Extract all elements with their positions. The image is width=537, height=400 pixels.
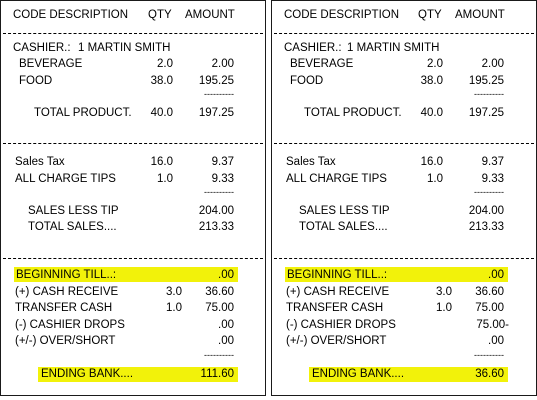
item-label: FOOD [290,75,324,87]
beginning-till-amount: .00 [488,269,504,281]
sales-tax-label: Sales Tax [286,156,336,168]
sales-tax-label: Sales Tax [15,156,65,168]
cashier-label: CASHIER.: [13,42,71,54]
cashier-drops-label: (-) CASHIER DROPS [286,319,396,331]
sales-tax-amount: 9.37 [481,156,504,168]
charge-tips-qty: 1.0 [427,173,443,185]
ending-bank-amount: 111.60 [200,368,234,380]
sales-less-tip-label: SALES LESS TIP [28,205,119,217]
charge-tips-amount: 9.33 [211,173,234,185]
subtotal-underline: ---------- [204,89,234,99]
item-qty: 38.0 [420,75,443,87]
item-qty: 38.0 [150,75,173,87]
section-divider [274,143,534,145]
total-product-label: TOTAL PRODUCT. [304,107,402,119]
total-sales-label: TOTAL SALES.... [299,221,388,233]
cash-receive-label: (+) CASH RECEIVE [15,286,119,298]
transfer-cash-amount: 75.00 [475,302,504,314]
header-code-description: CODE DESCRIPTION [13,9,129,21]
over-short-amount: .00 [218,335,234,347]
transfer-cash-qty: 1.0 [436,302,452,314]
tips-underline: ---------- [474,187,504,197]
total-product-amount: 197.25 [468,107,504,119]
item-amount: 195.25 [198,75,234,87]
ending-bank-amount: 36.60 [475,368,504,380]
header-qty: QTY [148,9,172,21]
sales-less-tip-label: SALES LESS TIP [299,205,390,217]
bank-underline: ---------- [474,350,504,360]
section-divider [3,258,263,260]
ending-bank-label: ENDING BANK.... [41,368,134,380]
transfer-cash-label: TRANSFER CASH [15,302,113,314]
beginning-till-highlight [285,267,508,282]
total-sales-amount: 213.33 [198,221,234,233]
cash-receive-qty: 3.0 [436,286,452,298]
sales-tax-amount: 9.37 [211,156,234,168]
beginning-till-highlight [14,267,238,282]
beginning-till-amount: .00 [218,269,234,281]
receipt-panel-right: CODE DESCRIPTION QTY AMOUNT CASHIER.: 1 … [271,0,537,396]
over-short-label: (+/-) OVER/SHORT [15,335,116,347]
total-sales-label: TOTAL SALES.... [28,221,117,233]
total-product-amount: 197.25 [198,107,234,119]
sales-less-tip-amount: 204.00 [468,205,504,217]
cashier-drops-amount: .00 [218,319,234,331]
charge-tips-label: ALL CHARGE TIPS [286,173,387,185]
header-divider [274,33,534,35]
over-short-label: (+/-) OVER/SHORT [286,335,387,347]
cashier-name: 1 MARTIN SMITH [78,42,171,54]
ending-bank-highlight [309,367,508,382]
item-label: BEVERAGE [19,58,83,70]
receipt-panel-left: CODE DESCRIPTION QTY AMOUNT CASHIER.: 1 … [0,0,266,396]
cashier-name: 1 MARTIN SMITH [347,42,440,54]
subtotal-underline: ---------- [474,89,504,99]
cashier-label: CASHIER.: [284,42,342,54]
item-qty: 2.0 [157,58,173,70]
section-divider [3,143,263,145]
item-qty: 2.0 [427,58,443,70]
charge-tips-amount: 9.33 [481,173,504,185]
item-amount: 2.00 [481,58,504,70]
ending-bank-highlight [38,367,238,382]
cash-receive-label: (+) CASH RECEIVE [286,286,390,298]
item-label: BEVERAGE [290,58,354,70]
item-amount: 2.00 [211,58,234,70]
cashier-drops-amount: 75.00- [476,319,509,331]
beginning-till-label: BEGINNING TILL..: [287,269,388,281]
charge-tips-qty: 1.0 [157,173,173,185]
total-sales-amount: 213.33 [468,221,504,233]
cash-receive-qty: 3.0 [166,286,182,298]
sales-tax-qty: 16.0 [420,156,443,168]
sales-less-tip-amount: 204.00 [198,205,234,217]
bank-underline: ---------- [204,350,234,360]
cash-receive-amount: 36.60 [475,286,504,298]
ending-bank-label: ENDING BANK.... [312,368,405,380]
transfer-cash-qty: 1.0 [166,302,182,314]
header-code-description: CODE DESCRIPTION [284,9,400,21]
cash-receive-amount: 36.60 [205,286,234,298]
charge-tips-label: ALL CHARGE TIPS [15,173,116,185]
section-divider [274,258,534,260]
tips-underline: ---------- [204,187,234,197]
item-label: FOOD [19,75,53,87]
sales-tax-qty: 16.0 [150,156,173,168]
total-product-label: TOTAL PRODUCT. [34,107,132,119]
item-amount: 195.25 [468,75,504,87]
header-qty: QTY [418,9,442,21]
transfer-cash-label: TRANSFER CASH [286,302,384,314]
header-amount: AMOUNT [455,9,505,21]
over-short-amount: .00 [488,335,504,347]
total-product-qty: 40.0 [150,107,173,119]
transfer-cash-amount: 75.00 [205,302,234,314]
header-divider [3,33,263,35]
beginning-till-label: BEGINNING TILL..: [16,269,117,281]
header-amount: AMOUNT [185,9,235,21]
cashier-drops-label: (-) CASHIER DROPS [15,319,125,331]
total-product-qty: 40.0 [420,107,443,119]
